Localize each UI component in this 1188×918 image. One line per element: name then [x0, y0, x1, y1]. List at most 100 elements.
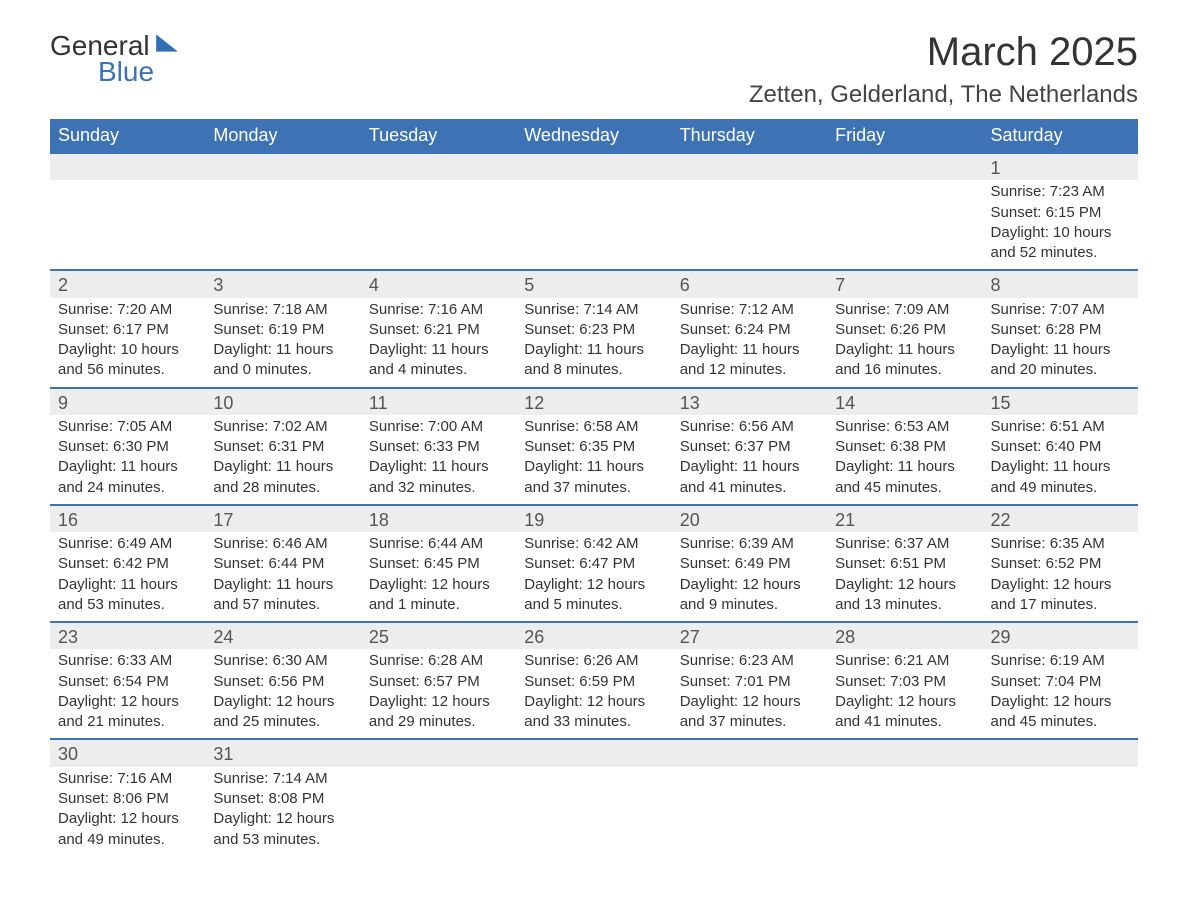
daylight-line: Daylight: 11 hours and 20 minutes. [991, 340, 1130, 381]
day-number: 3 [205, 271, 360, 297]
day-number-cell: 1 [983, 153, 1138, 180]
day-detail: Sunrise: 6:21 AMSunset: 7:03 PMDaylight:… [827, 649, 982, 738]
sunset-line: Sunset: 6:21 PM [369, 320, 508, 340]
day-number: 24 [205, 623, 360, 649]
sunset-line: Sunset: 6:56 PM [213, 672, 352, 692]
page-title: March 2025 [749, 30, 1138, 75]
day-of-week-header: Monday [205, 119, 360, 153]
empty-cell [361, 767, 516, 856]
day-detail-cell: Sunrise: 6:19 AMSunset: 7:04 PMDaylight:… [983, 649, 1138, 739]
day-detail: Sunrise: 6:46 AMSunset: 6:44 PMDaylight:… [205, 532, 360, 621]
day-number: 14 [827, 389, 982, 415]
sunset-line: Sunset: 7:01 PM [680, 672, 819, 692]
day-number-cell: 24 [205, 622, 360, 649]
sunrise-line: Sunrise: 6:58 AM [524, 417, 663, 437]
day-number: 31 [205, 740, 360, 766]
day-of-week-header: Saturday [983, 119, 1138, 153]
week-detail-row: Sunrise: 6:33 AMSunset: 6:54 PMDaylight:… [50, 649, 1138, 739]
day-detail-cell: Sunrise: 7:16 AMSunset: 6:21 PMDaylight:… [361, 298, 516, 388]
day-of-week-header: Sunday [50, 119, 205, 153]
day-detail: Sunrise: 7:02 AMSunset: 6:31 PMDaylight:… [205, 415, 360, 504]
day-detail: Sunrise: 6:23 AMSunset: 7:01 PMDaylight:… [672, 649, 827, 738]
calendar-table: SundayMondayTuesdayWednesdayThursdayFrid… [50, 119, 1138, 856]
day-of-week-header: Tuesday [361, 119, 516, 153]
sunrise-line: Sunrise: 7:07 AM [991, 300, 1130, 320]
day-detail-cell: Sunrise: 6:26 AMSunset: 6:59 PMDaylight:… [516, 649, 671, 739]
location-subtitle: Zetten, Gelderland, The Netherlands [749, 81, 1138, 109]
day-detail-cell: Sunrise: 6:51 AMSunset: 6:40 PMDaylight:… [983, 415, 1138, 505]
day-number-cell: 28 [827, 622, 982, 649]
day-detail: Sunrise: 6:30 AMSunset: 6:56 PMDaylight:… [205, 649, 360, 738]
empty-cell [205, 153, 360, 180]
day-number: 19 [516, 506, 671, 532]
daylight-line: Daylight: 11 hours and 45 minutes. [835, 457, 974, 498]
sunrise-line: Sunrise: 6:46 AM [213, 534, 352, 554]
sunrise-line: Sunrise: 6:28 AM [369, 651, 508, 671]
day-number: 7 [827, 271, 982, 297]
sunset-line: Sunset: 8:06 PM [58, 789, 197, 809]
day-number-cell: 7 [827, 270, 982, 297]
day-detail: Sunrise: 7:12 AMSunset: 6:24 PMDaylight:… [672, 298, 827, 387]
empty-cell [672, 180, 827, 270]
sunrise-line: Sunrise: 6:56 AM [680, 417, 819, 437]
day-detail: Sunrise: 6:26 AMSunset: 6:59 PMDaylight:… [516, 649, 671, 738]
day-detail-cell: Sunrise: 7:00 AMSunset: 6:33 PMDaylight:… [361, 415, 516, 505]
sunset-line: Sunset: 6:59 PM [524, 672, 663, 692]
sunrise-line: Sunrise: 7:12 AM [680, 300, 819, 320]
day-number-cell: 11 [361, 388, 516, 415]
day-number-cell: 15 [983, 388, 1138, 415]
sunset-line: Sunset: 6:24 PM [680, 320, 819, 340]
day-detail-cell: Sunrise: 6:53 AMSunset: 6:38 PMDaylight:… [827, 415, 982, 505]
sunset-line: Sunset: 6:47 PM [524, 554, 663, 574]
sunrise-line: Sunrise: 6:37 AM [835, 534, 974, 554]
daylight-line: Daylight: 11 hours and 37 minutes. [524, 457, 663, 498]
day-number: 28 [827, 623, 982, 649]
day-detail: Sunrise: 7:05 AMSunset: 6:30 PMDaylight:… [50, 415, 205, 504]
sunset-line: Sunset: 6:37 PM [680, 437, 819, 457]
day-detail-cell: Sunrise: 7:14 AMSunset: 8:08 PMDaylight:… [205, 767, 360, 856]
empty-cell [983, 739, 1138, 766]
sunset-line: Sunset: 6:45 PM [369, 554, 508, 574]
day-number-cell: 2 [50, 270, 205, 297]
day-detail-cell: Sunrise: 7:07 AMSunset: 6:28 PMDaylight:… [983, 298, 1138, 388]
sunrise-line: Sunrise: 6:44 AM [369, 534, 508, 554]
sunset-line: Sunset: 6:30 PM [58, 437, 197, 457]
day-number: 29 [983, 623, 1138, 649]
day-detail: Sunrise: 7:16 AMSunset: 6:21 PMDaylight:… [361, 298, 516, 387]
daylight-line: Daylight: 12 hours and 1 minute. [369, 575, 508, 616]
day-number: 17 [205, 506, 360, 532]
day-detail-cell: Sunrise: 6:37 AMSunset: 6:51 PMDaylight:… [827, 532, 982, 622]
week-detail-row: Sunrise: 6:49 AMSunset: 6:42 PMDaylight:… [50, 532, 1138, 622]
daylight-line: Daylight: 10 hours and 56 minutes. [58, 340, 197, 381]
day-of-week-header: Thursday [672, 119, 827, 153]
sunrise-line: Sunrise: 6:49 AM [58, 534, 197, 554]
day-detail: Sunrise: 6:49 AMSunset: 6:42 PMDaylight:… [50, 532, 205, 621]
empty-cell [827, 153, 982, 180]
day-number: 10 [205, 389, 360, 415]
day-detail: Sunrise: 6:35 AMSunset: 6:52 PMDaylight:… [983, 532, 1138, 621]
sunset-line: Sunset: 6:35 PM [524, 437, 663, 457]
day-number: 22 [983, 506, 1138, 532]
logo: General Blue [50, 30, 180, 88]
day-number-cell: 6 [672, 270, 827, 297]
day-detail: Sunrise: 6:33 AMSunset: 6:54 PMDaylight:… [50, 649, 205, 738]
day-detail-cell: Sunrise: 6:23 AMSunset: 7:01 PMDaylight:… [672, 649, 827, 739]
sunrise-line: Sunrise: 7:16 AM [58, 769, 197, 789]
day-number-cell: 21 [827, 505, 982, 532]
week-detail-row: Sunrise: 7:05 AMSunset: 6:30 PMDaylight:… [50, 415, 1138, 505]
sunrise-line: Sunrise: 6:51 AM [991, 417, 1130, 437]
daylight-line: Daylight: 11 hours and 0 minutes. [213, 340, 352, 381]
day-detail: Sunrise: 7:16 AMSunset: 8:06 PMDaylight:… [50, 767, 205, 856]
empty-cell [827, 739, 982, 766]
day-number: 13 [672, 389, 827, 415]
empty-cell [672, 767, 827, 856]
day-number-cell: 9 [50, 388, 205, 415]
week-detail-row: Sunrise: 7:23 AMSunset: 6:15 PMDaylight:… [50, 180, 1138, 270]
day-detail-cell: Sunrise: 6:46 AMSunset: 6:44 PMDaylight:… [205, 532, 360, 622]
week-number-row: 23242526272829 [50, 622, 1138, 649]
daylight-line: Daylight: 11 hours and 28 minutes. [213, 457, 352, 498]
daylight-line: Daylight: 12 hours and 53 minutes. [213, 809, 352, 850]
sunset-line: Sunset: 6:31 PM [213, 437, 352, 457]
day-of-week-row: SundayMondayTuesdayWednesdayThursdayFrid… [50, 119, 1138, 153]
daylight-line: Daylight: 12 hours and 49 minutes. [58, 809, 197, 850]
